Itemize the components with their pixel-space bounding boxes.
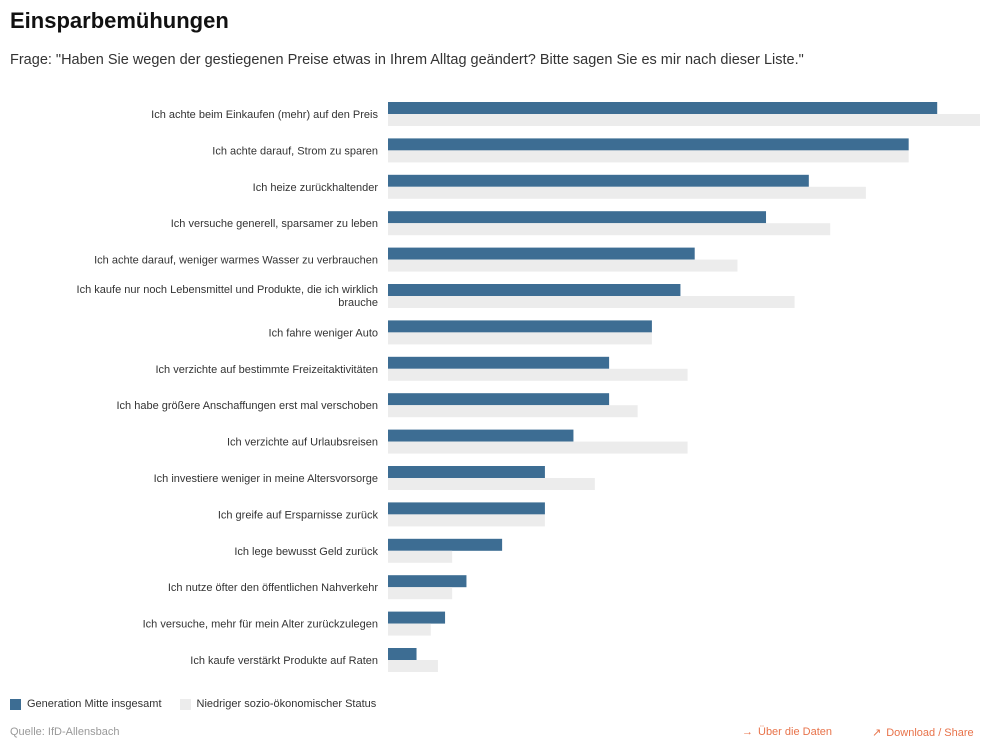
arrow-right-icon: → <box>742 726 753 738</box>
category-label-8: Ich habe größere Anschaffungen erst mal … <box>116 400 378 412</box>
bar-series1-15 <box>388 648 417 660</box>
download-share-label: Download / Share <box>886 727 974 739</box>
category-label-6: Ich fahre weniger Auto <box>269 327 378 339</box>
category-label-12: Ich lege bewusst Geld zurück <box>234 546 378 558</box>
category-label-0: Ich achte beim Einkaufen (mehr) auf den … <box>151 109 378 121</box>
category-label-2: Ich heize zurückhaltender <box>253 182 379 194</box>
bar-series1-12 <box>388 538 503 551</box>
bar-series1-8 <box>388 393 610 406</box>
bar-series2-1 <box>388 150 909 163</box>
legend-item-series1: Generation Mitte insgesamt <box>10 698 162 710</box>
bar-series1-2 <box>388 174 809 187</box>
source-note: Quelle: IfD-Allensbach <box>10 726 120 738</box>
bar-series2-11 <box>388 514 545 527</box>
bar-series2-6 <box>388 332 652 345</box>
legend-swatch-series1 <box>10 698 21 710</box>
legend-item-series2: Niedriger sozio-ökonomischer Status <box>179 698 377 710</box>
bar-series2-4 <box>388 259 738 272</box>
bar-series1-6 <box>388 320 652 333</box>
bar-series2-15 <box>388 660 438 672</box>
bar-series2-3 <box>388 223 831 236</box>
category-label-5: Ich kaufe nur noch Lebensmittel und Prod… <box>77 284 378 309</box>
bar-series2-2 <box>388 186 866 199</box>
bar-series1-4 <box>388 247 695 260</box>
bar-series1-14 <box>388 611 446 624</box>
legend-swatch-series2 <box>179 698 191 710</box>
category-label-11: Ich greife auf Ersparnisse zurück <box>218 509 379 521</box>
bar-series1-3 <box>388 211 767 224</box>
bar-series1-5 <box>388 284 681 296</box>
bar-chart: Ich achte beim Einkaufen (mehr) auf den … <box>77 102 980 672</box>
bar-series2-14 <box>388 623 431 636</box>
bar-series2-12 <box>388 550 453 563</box>
about-data-label: Über die Daten <box>758 726 832 738</box>
bar-series1-1 <box>388 138 909 151</box>
chart-subtitle: Frage: "Haben Sie wegen der gestiegenen … <box>10 52 804 68</box>
bar-series2-0 <box>388 114 980 126</box>
bar-series1-13 <box>388 575 467 588</box>
category-label-10: Ich investiere weniger in meine Altersvo… <box>154 473 378 485</box>
legend-label-series2: Niedriger sozio-ökonomischer Status <box>196 698 377 710</box>
about-data-link[interactable]: → Über die Daten <box>742 726 832 738</box>
legend: Generation Mitte insgesamt Niedriger soz… <box>10 698 394 710</box>
bar-series1-9 <box>388 429 574 442</box>
category-label-1: Ich achte darauf, Strom zu sparen <box>212 145 378 157</box>
bar-series2-7 <box>388 368 688 381</box>
category-label-9: Ich verzichte auf Urlaubsreisen <box>227 437 378 449</box>
bar-series1-10 <box>388 466 545 478</box>
category-label-14: Ich versuche, mehr für mein Alter zurück… <box>143 619 378 631</box>
arrow-up-right-icon: ↗ <box>872 727 882 739</box>
category-label-13: Ich nutze öfter den öffentlichen Nahverk… <box>168 582 378 594</box>
category-label-3: Ich versuche generell, sparsamer zu lebe… <box>171 218 378 230</box>
chart-title: Einsparbemühungen <box>10 8 229 33</box>
category-label-4: Ich achte darauf, weniger warmes Wasser … <box>94 255 378 267</box>
download-share-link[interactable]: ↗ Download / Share <box>872 726 974 739</box>
legend-label-series1: Generation Mitte insgesamt <box>27 698 162 710</box>
category-label-7: Ich verzichte auf bestimmte Freizeitakti… <box>155 364 378 376</box>
bar-series1-11 <box>388 502 545 515</box>
bar-series2-9 <box>388 441 688 454</box>
bar-series2-5 <box>388 296 795 308</box>
bar-series2-8 <box>388 405 638 418</box>
category-label-15: Ich kaufe verstärkt Produkte auf Raten <box>190 655 378 667</box>
bar-series2-10 <box>388 478 595 490</box>
bar-series1-7 <box>388 356 610 369</box>
bar-series2-13 <box>388 587 453 600</box>
bar-series1-0 <box>388 102 938 114</box>
